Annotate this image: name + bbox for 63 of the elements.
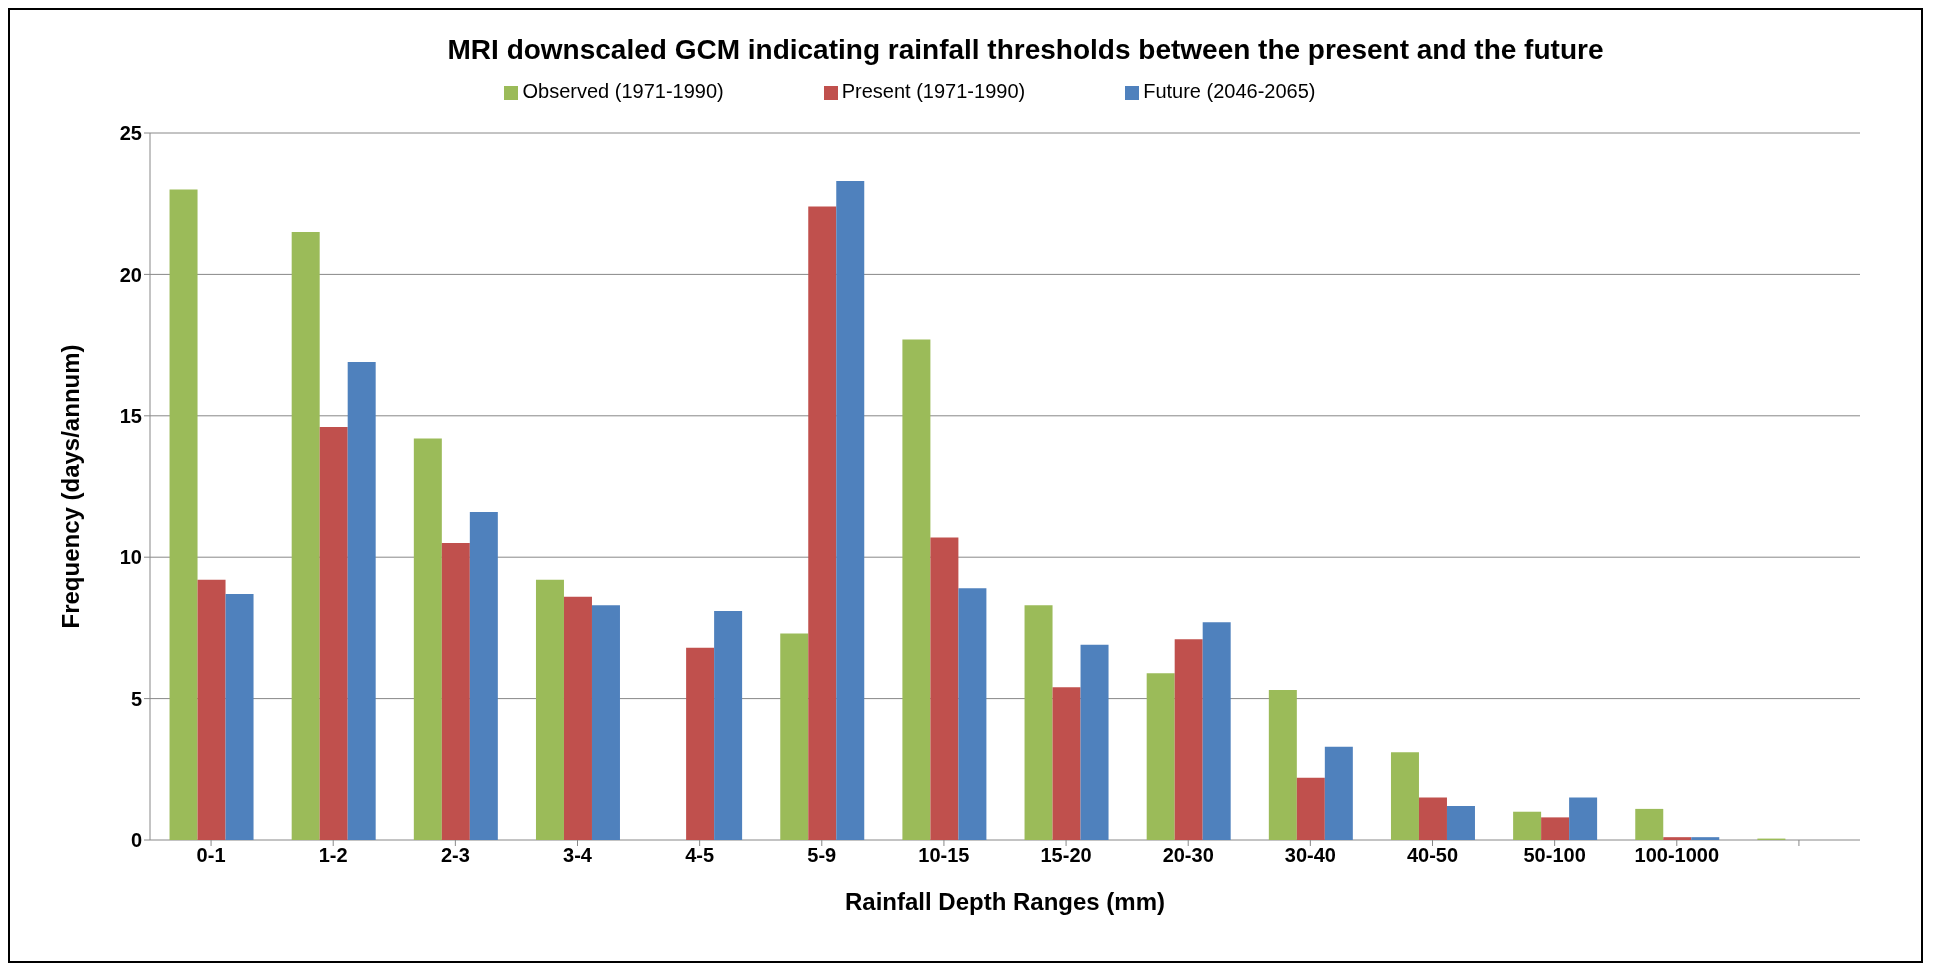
bar [1324,746,1353,840]
y-axis-title: Frequency (days/annum) [56,344,84,629]
bar [902,339,931,840]
bar [1146,673,1175,840]
bar [1541,817,1570,840]
bar [1174,639,1203,840]
x-tick-label: 15-20 [1040,844,1092,867]
bar [1635,808,1664,840]
bar [347,362,376,840]
x-tick-label: 40-50 [1406,844,1459,867]
x-tick-label: 0-1 [196,844,226,867]
bar [319,427,348,840]
x-tick-label: 20-30 [1162,844,1214,867]
bar [591,605,620,840]
bar [563,596,592,840]
bar [1663,837,1692,840]
x-tick-label: 10-15 [918,844,970,867]
legend-label: Present (1971-1990) [841,80,1026,102]
x-tick-label: 2-3 [440,844,470,867]
bar [1691,837,1720,840]
bar [780,633,809,840]
bar [1202,622,1231,840]
bar [441,543,470,840]
bar [836,181,865,840]
bar [535,579,564,840]
legend-label: Observed (1971-1990) [522,80,724,102]
bar [714,610,743,840]
bar [958,588,987,840]
bar [686,647,715,840]
bar [1446,806,1475,840]
bar [1569,797,1598,840]
bar [1418,797,1447,840]
bar [169,189,198,840]
chart-title: MRI downscaled GCM indicating rainfall thresholds between the present and the future [446,34,1605,66]
bar [1390,752,1419,840]
bar [225,593,254,840]
y-tick-label: 10 [119,546,142,569]
y-tick-label: 5 [130,687,142,710]
x-tick-label: 5-9 [807,844,837,867]
y-tick-label: 25 [119,122,142,145]
bar [469,511,498,840]
bar [930,537,959,840]
y-tick-label: 0 [130,829,142,852]
x-tick-label: 50-100 [1523,844,1586,867]
bar [808,206,837,840]
bar [1296,777,1325,840]
bar [1024,605,1053,840]
bar [1513,811,1542,840]
bar [1080,644,1109,840]
bar [413,438,442,840]
y-tick-label: 15 [119,404,142,427]
legend-label: Future (2046-2065) [1143,80,1316,102]
bar [1268,690,1297,840]
x-tick-label: 30-40 [1284,844,1336,867]
bar [291,231,320,840]
x-axis-title: Rainfall Depth Ranges (mm) [844,888,1166,915]
bar [197,579,226,840]
y-tick-label: 20 [119,263,142,286]
x-tick-label: 1-2 [318,844,348,867]
x-tick-label: 4-5 [685,844,715,867]
x-tick-label: 3-4 [563,844,593,867]
bar [1052,687,1081,840]
x-tick-label: 100-1000 [1634,844,1720,867]
